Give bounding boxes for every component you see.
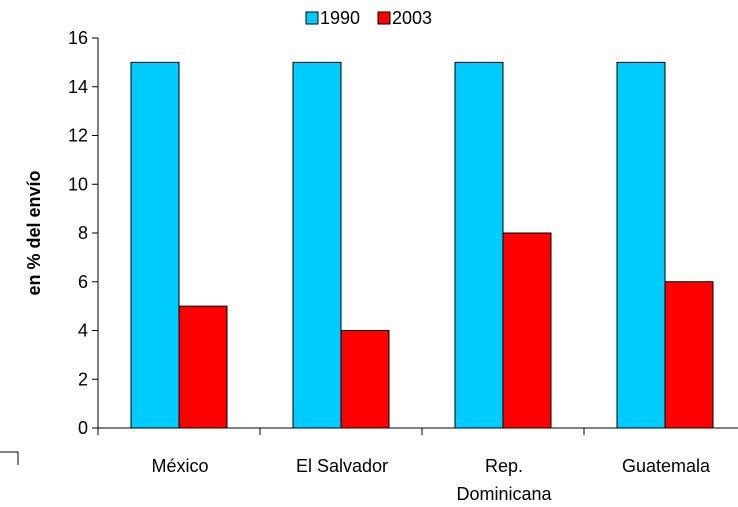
y-tick-label: 0 (78, 418, 88, 438)
bars (130, 61, 714, 429)
category-label: Guatemala (622, 456, 711, 476)
bar-2003 (340, 330, 390, 429)
bar-2003 (664, 281, 714, 429)
legend-swatch-2003 (377, 11, 391, 25)
category-labels: México El Salvador Rep. Dominicana Guatemala (151, 456, 711, 504)
bar-1990 (454, 61, 504, 429)
y-tick-label: 14 (68, 77, 88, 97)
y-tick-label: 12 (68, 126, 88, 146)
legend-swatch-1990 (305, 11, 319, 25)
bar-1990 (292, 61, 342, 429)
bar-2003 (178, 305, 228, 429)
category-label: México (151, 456, 208, 476)
bar-1990 (130, 61, 180, 429)
y-tick-label: 4 (78, 321, 88, 341)
y-tick-label: 8 (78, 223, 88, 243)
bar-1990 (616, 61, 666, 429)
category-label: Rep. Dominicana (456, 456, 552, 504)
bar-2003 (502, 232, 552, 429)
y-axis-title: en % del envío (24, 170, 44, 295)
y-tick-label: 6 (78, 272, 88, 292)
y-tick-label: 2 (78, 369, 88, 389)
legend: 1990 2003 (305, 8, 432, 28)
y-tick-label: 10 (68, 174, 88, 194)
y-tick-label: 16 (68, 28, 88, 48)
category-label: El Salvador (296, 456, 388, 476)
corner-line (0, 451, 19, 465)
y-ticks: 0 2 4 6 8 10 12 14 16 (68, 28, 98, 438)
legend-label-2003: 2003 (392, 8, 432, 28)
legend-label-1990: 1990 (320, 8, 360, 28)
